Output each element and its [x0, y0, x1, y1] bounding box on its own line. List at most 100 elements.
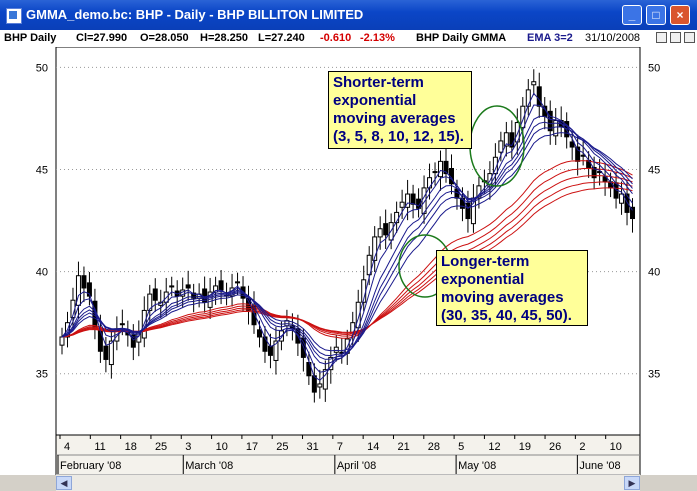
long-annotation-line-3: moving averages: [441, 289, 564, 306]
candle-body: [59, 336, 65, 346]
candle-body: [366, 254, 372, 276]
x-tick-label: 25: [276, 441, 288, 453]
low-value: L=27.240: [258, 32, 305, 44]
x-tick-label: 10: [610, 441, 622, 453]
candle-body: [81, 275, 87, 289]
short-ema-line: [61, 126, 633, 357]
long-annotation-line-1: Longer-term: [441, 253, 530, 270]
candle-body: [75, 275, 81, 306]
x-tick-label: 21: [397, 441, 409, 453]
candle-body: [503, 132, 509, 147]
long-annotation-line-4: (30, 35, 40, 45, 50).: [441, 307, 572, 324]
candle-body: [377, 228, 383, 238]
symbol-label: BHP Daily: [4, 32, 57, 44]
candle-body: [509, 132, 515, 148]
candle-body: [322, 369, 328, 390]
title-bar: GMMA_demo.bc: BHP - Daily - BHP BILLITON…: [0, 0, 697, 30]
candle-body: [547, 110, 553, 132]
maximize-button[interactable]: □: [646, 5, 666, 25]
minimize-button[interactable]: _: [622, 5, 642, 25]
x-tick-label: 4: [64, 441, 70, 453]
candle-body: [410, 193, 416, 205]
y-tick-label-right: 45: [648, 165, 660, 177]
restore-pane-icon[interactable]: [656, 32, 667, 43]
x-tick-label: 14: [367, 441, 379, 453]
candle-body: [333, 346, 339, 353]
candle-body: [438, 160, 444, 178]
x-tick-label: 19: [519, 441, 531, 453]
x-tick-label: 12: [488, 441, 500, 453]
short-annotation-line-1: Shorter-term: [333, 74, 424, 91]
app-icon[interactable]: [6, 8, 22, 24]
candle-body: [536, 86, 542, 107]
candle-body: [169, 285, 175, 288]
y-tick-label-left: 45: [36, 165, 48, 177]
candle-body: [147, 293, 153, 311]
long-ema-line: [61, 160, 633, 339]
open-value: O=28.050: [140, 32, 189, 44]
candle-body: [256, 329, 262, 338]
candle-body: [465, 202, 471, 220]
long-annotation-line-2: exponential: [441, 271, 525, 288]
candle-body: [86, 282, 92, 297]
candle-body: [416, 198, 422, 209]
horizontal-scrollbar[interactable]: ◀ ▶: [56, 474, 640, 491]
candle-body: [525, 89, 531, 107]
candle-body: [130, 334, 136, 348]
scroll-left-icon[interactable]: ◀: [56, 476, 72, 490]
x-tick-label: 2: [579, 441, 585, 453]
candle-body: [108, 340, 114, 366]
scroll-right-icon[interactable]: ▶: [624, 476, 640, 490]
candle-body: [531, 81, 537, 86]
candle-body: [569, 141, 575, 148]
month-label: March '08: [185, 460, 233, 472]
change-value: -0.610: [320, 32, 352, 44]
candle-body: [262, 336, 268, 352]
short-annotation-line-2: exponential: [333, 92, 417, 109]
long-ema-line: [61, 167, 633, 338]
short-ema-line: [61, 121, 633, 360]
candle-body: [185, 284, 191, 289]
pane-close-icon[interactable]: [684, 32, 695, 43]
x-tick-label: 18: [125, 441, 137, 453]
x-tick-label: 26: [549, 441, 561, 453]
short-ema-line: [61, 132, 633, 352]
x-tick-label: 17: [246, 441, 258, 453]
candle-body: [383, 223, 389, 236]
y-tick-label-left: 40: [36, 267, 48, 279]
x-tick-label: 11: [94, 441, 105, 453]
x-tick-label: 5: [458, 441, 464, 453]
high-value: H=28.250: [200, 32, 249, 44]
candle-body: [443, 160, 449, 175]
long-ema-line: [61, 187, 633, 338]
long-ema-line: [61, 181, 633, 338]
candle-body: [591, 166, 597, 179]
x-tick-label: 25: [155, 441, 167, 453]
close-button[interactable]: ×: [670, 5, 690, 25]
candle-body: [624, 193, 630, 213]
short-annotation-line-4: (3, 5, 8, 10, 12, 15).: [333, 128, 464, 145]
x-tick-label: 7: [337, 441, 343, 453]
pane-menu-icon[interactable]: [670, 32, 681, 43]
quote-info-bar: BHP Daily Cl=27.990 O=28.050 H=28.250 L=…: [0, 30, 697, 48]
x-tick-label: 10: [216, 441, 228, 453]
long-ema-line: [61, 175, 633, 338]
long-term-annotation: Longer-term exponential moving averages …: [436, 250, 588, 326]
x-tick-label: 3: [185, 441, 191, 453]
y-tick-label-left: 50: [36, 62, 48, 74]
candle-body: [218, 280, 224, 291]
y-tick-label-left: 35: [36, 369, 48, 381]
candle-body: [273, 340, 279, 361]
candle-body: [619, 193, 625, 204]
month-label: February '08: [60, 460, 121, 472]
candle-body: [432, 171, 438, 174]
candle-body: [103, 345, 109, 360]
y-tick-label-right: 50: [648, 62, 660, 74]
x-tick-label: 31: [307, 441, 319, 453]
window-title: GMMA_demo.bc: BHP - Daily - BHP BILLITON…: [26, 7, 364, 22]
candle-body: [399, 201, 405, 208]
month-label: May '08: [458, 460, 496, 472]
close-value: Cl=27.990: [76, 32, 128, 44]
short-annotation-line-3: moving averages: [333, 110, 456, 127]
candle-body: [235, 281, 241, 284]
